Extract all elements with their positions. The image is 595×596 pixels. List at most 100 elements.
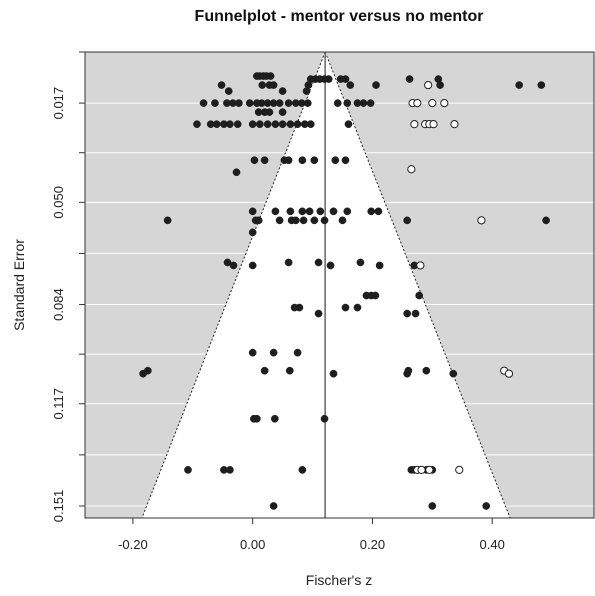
imputed-point: [428, 99, 437, 108]
data-point: [346, 81, 355, 89]
data-point: [233, 120, 242, 129]
data-point: [260, 156, 269, 165]
data-point: [295, 303, 304, 312]
data-point: [449, 369, 458, 378]
data-point: [366, 99, 375, 107]
data-point: [286, 207, 295, 216]
data-point: [211, 99, 219, 107]
data-point: [232, 168, 241, 177]
data-point: [269, 81, 278, 89]
data-point: [367, 207, 376, 216]
data-point: [415, 291, 423, 300]
x-tick-label: 0.00: [240, 537, 265, 552]
x-axis: -0.20 0.00 0.20 0.40: [118, 517, 505, 552]
data-point: [515, 81, 523, 89]
data-point: [314, 309, 323, 318]
data-point: [284, 99, 293, 107]
data-point: [310, 156, 319, 165]
imputed-point: [455, 465, 464, 474]
data-point: [248, 120, 257, 129]
data-point: [226, 466, 234, 474]
data-point: [275, 216, 284, 225]
y-tick-label: 0.017: [51, 87, 66, 120]
data-point: [293, 120, 302, 129]
data-point: [542, 216, 550, 225]
data-point: [163, 216, 172, 225]
imputed-point: [410, 120, 419, 129]
data-point: [245, 99, 254, 107]
data-point: [269, 502, 278, 510]
imputed-point: [407, 165, 416, 174]
data-point: [303, 99, 312, 107]
imputed-point: [417, 465, 426, 474]
data-point: [341, 75, 350, 83]
y-axis: 0.017 0.050 0.084 0.117 0.151: [51, 51, 85, 523]
data-point: [331, 156, 340, 165]
data-point: [248, 261, 257, 270]
data-point: [275, 99, 284, 107]
data-point: [436, 81, 444, 89]
data-point: [284, 156, 293, 165]
data-point: [298, 207, 307, 216]
x-axis-label: Fischer's z: [306, 572, 372, 588]
data-point: [341, 156, 350, 165]
data-point: [235, 99, 243, 107]
funnel-edges: [141, 51, 511, 519]
x-tick-label: 0.20: [360, 537, 385, 552]
data-point: [404, 366, 413, 375]
data-point: [269, 348, 278, 357]
imputed-point: [429, 120, 438, 129]
imputed-point: [413, 99, 422, 108]
data-point: [359, 99, 368, 107]
data-point: [344, 120, 353, 129]
data-point: [217, 81, 226, 89]
y-tick-label: 0.050: [51, 186, 66, 219]
y-axis-label: Standard Error: [11, 239, 27, 331]
data-point: [374, 207, 383, 216]
data-point: [305, 207, 314, 216]
data-point: [316, 207, 325, 216]
data-points: [139, 72, 550, 510]
data-point: [278, 108, 287, 116]
chart-title: Funnelplot - mentor versus no mentor: [195, 8, 484, 25]
data-point: [278, 87, 287, 95]
data-point: [329, 369, 338, 378]
funnel-region: [141, 52, 511, 518]
data-point: [371, 291, 380, 300]
data-point: [253, 414, 261, 423]
data-point: [266, 72, 275, 80]
x-tick-label: -0.20: [118, 537, 148, 552]
data-point: [329, 207, 338, 216]
data-point: [405, 75, 414, 83]
data-point: [343, 207, 352, 216]
data-point: [310, 216, 319, 225]
data-point: [248, 348, 257, 357]
data-point: [286, 120, 295, 129]
data-point: [320, 216, 329, 225]
x-tick-label: 0.40: [480, 537, 505, 552]
data-point: [263, 120, 272, 129]
y-tick-label: 0.084: [51, 288, 66, 321]
data-point: [284, 258, 293, 267]
data-point: [250, 156, 259, 165]
y-tick-label: 0.151: [51, 490, 66, 523]
data-point: [375, 261, 384, 270]
data-point: [271, 207, 280, 216]
data-point: [248, 228, 257, 237]
data-point: [224, 87, 233, 95]
data-point: [422, 366, 431, 375]
data-point: [372, 81, 380, 89]
data-point: [326, 261, 335, 270]
data-point: [320, 414, 329, 423]
data-point: [356, 258, 365, 267]
data-point: [411, 309, 420, 318]
y-tick-label: 0.117: [51, 388, 66, 420]
data-point: [184, 466, 192, 474]
data-point: [353, 303, 362, 312]
data-point: [193, 120, 201, 129]
data-point: [298, 156, 307, 165]
data-point: [537, 81, 546, 89]
data-point: [324, 75, 333, 83]
data-point: [299, 216, 308, 225]
